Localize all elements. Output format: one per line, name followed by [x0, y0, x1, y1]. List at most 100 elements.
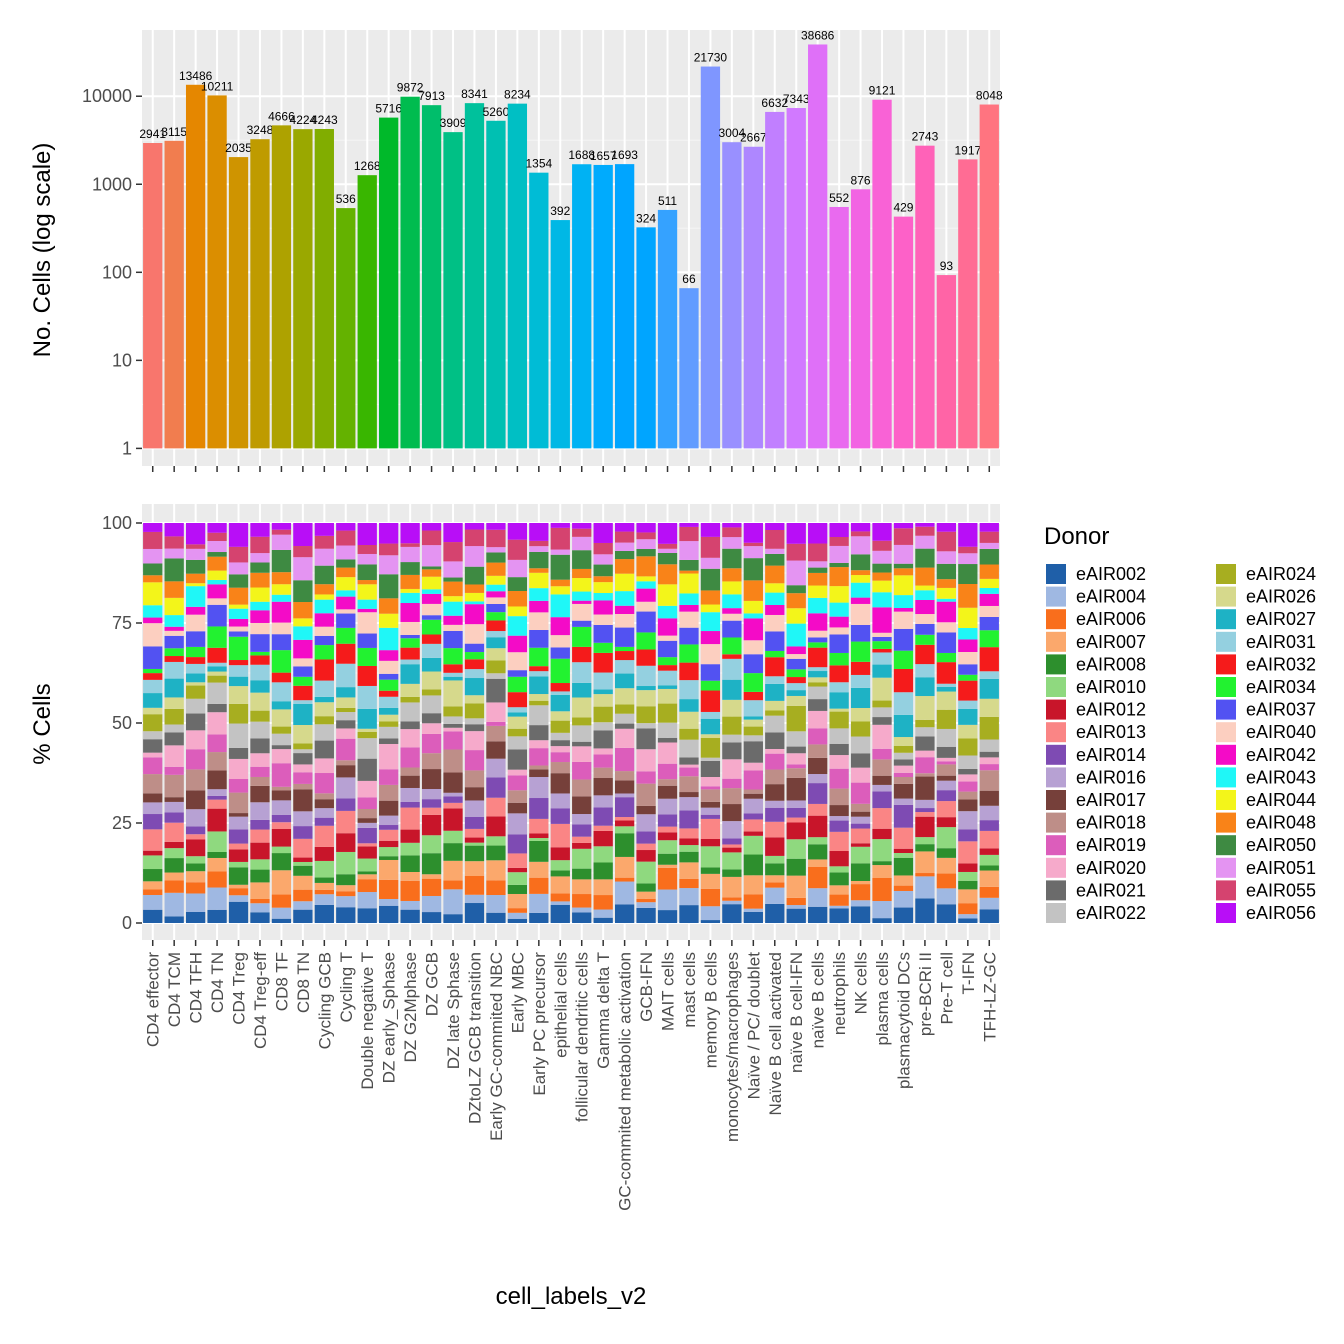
donor-segment: [700, 644, 721, 665]
donor-segment: [486, 523, 506, 530]
donor-segment: [958, 651, 978, 665]
donor-segment: [421, 814, 442, 836]
donor-segment: [443, 630, 463, 649]
legend-entry: eAIR021: [1076, 880, 1146, 900]
donor-segment: [550, 793, 570, 809]
donor-segment: [593, 523, 613, 543]
donor-segment: [958, 768, 978, 775]
donor-segment: [936, 746, 957, 758]
donor-segment: [808, 867, 828, 889]
donor-segment: [979, 698, 999, 717]
donor-segment: [765, 821, 785, 838]
donor-segment: [421, 695, 442, 714]
donor-segment: [722, 699, 742, 717]
donor-segment: [507, 606, 528, 617]
donor-segment: [850, 736, 871, 754]
donor-segment: [314, 626, 334, 636]
donor-segment: [486, 836, 506, 846]
donor-segment: [679, 523, 699, 527]
donor-segment: [872, 572, 892, 581]
donor-segment: [507, 591, 528, 607]
donor-segment: [679, 699, 699, 712]
donor-segment: [979, 805, 999, 821]
donor-segment: [164, 822, 184, 842]
top-y-tick-label: 1: [122, 438, 132, 458]
donor-segment: [143, 548, 163, 564]
donor-segment: [421, 807, 442, 815]
donor-segment: [872, 839, 892, 862]
count-bar: [228, 157, 249, 449]
donor-segment: [228, 676, 249, 687]
donor-segment: [893, 563, 914, 569]
donor-segment: [679, 878, 699, 889]
donor-segment: [164, 661, 184, 679]
bottom-y-tick-label: 25: [112, 813, 132, 833]
legend-swatch: [1216, 586, 1236, 607]
donor-segment: [228, 813, 249, 817]
donor-segment: [614, 573, 635, 592]
donor-segment: [979, 531, 999, 543]
legend-entry: eAIR014: [1076, 745, 1146, 765]
donor-segment: [250, 601, 270, 611]
donor-segment: [636, 805, 656, 815]
donor-segment: [936, 601, 957, 623]
donor-segment: [872, 641, 892, 649]
donor-segment: [572, 912, 592, 923]
donor-segment: [743, 875, 763, 895]
donor-segment: [958, 871, 978, 881]
donor-segment: [486, 603, 506, 613]
donor-segment: [250, 753, 270, 767]
donor-segment: [657, 742, 678, 764]
donor-segment: [915, 585, 935, 591]
bottom-y-tick-label: 100: [102, 513, 132, 533]
donor-segment: [228, 636, 249, 661]
donor-segment: [314, 758, 334, 774]
donor-segment: [379, 738, 399, 744]
donor-segment: [379, 815, 399, 826]
donor-segment: [271, 853, 292, 871]
donor-segment: [271, 749, 292, 764]
donor-segment: [786, 753, 806, 765]
donor-segment: [679, 767, 699, 777]
donor-segment: [572, 879, 592, 895]
donor-segment: [979, 870, 999, 887]
donor-segment: [185, 682, 206, 686]
donor-segment: [486, 895, 506, 913]
count-bar: [486, 120, 506, 449]
donor-segment: [893, 852, 914, 858]
donor-segment: [400, 562, 420, 575]
donor-segment: [614, 797, 635, 818]
donor-segment: [185, 583, 206, 587]
donor-segment: [958, 799, 978, 812]
donor-segment: [357, 580, 377, 585]
donor-segment: [207, 626, 227, 648]
donor-segment: [593, 895, 613, 910]
donor-segment: [529, 777, 549, 799]
donor-segment: [293, 724, 313, 744]
donor-segment: [314, 645, 334, 660]
donor-segment: [700, 786, 721, 790]
donor-segment: [271, 814, 292, 823]
donor-segment: [529, 818, 549, 834]
donor-segment: [443, 648, 463, 665]
donor-segment: [400, 634, 420, 639]
donor-segment: [143, 523, 163, 532]
donor-segment: [400, 621, 420, 635]
donor-segment: [400, 702, 420, 722]
donor-segment: [657, 635, 678, 641]
donor-segment: [507, 884, 528, 894]
donor-segment: [400, 574, 420, 589]
donor-segment: [915, 535, 935, 549]
donor-segment: [593, 672, 613, 690]
donor-segment: [786, 905, 806, 909]
donor-segment: [164, 548, 184, 559]
donor-segment: [293, 749, 313, 754]
donor-segment: [529, 765, 549, 770]
donor-segment: [293, 875, 313, 890]
donor-segment: [164, 615, 184, 627]
donor-segment: [400, 829, 420, 843]
donor-segment: [357, 731, 377, 739]
donor-segment: [271, 870, 292, 895]
donor-segment: [786, 669, 806, 678]
donor-segment: [657, 832, 678, 841]
